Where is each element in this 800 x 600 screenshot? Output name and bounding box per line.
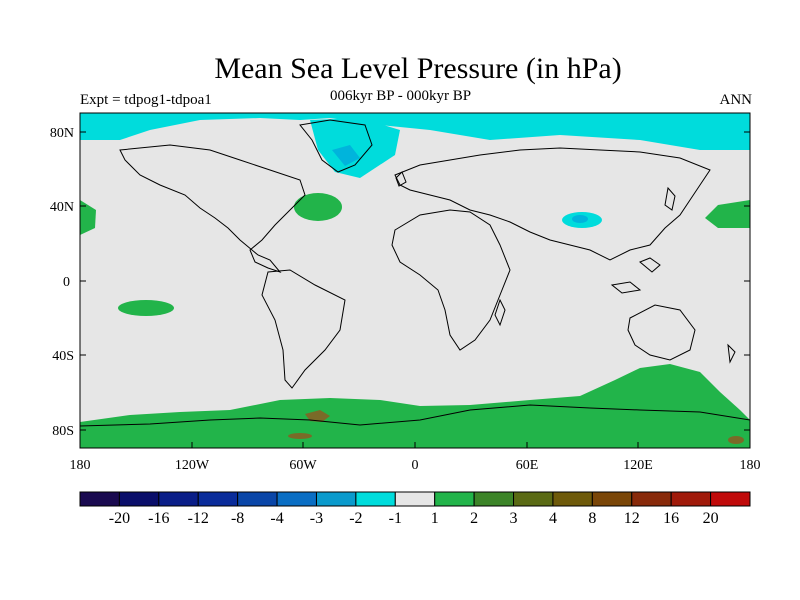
chart-subtitle: 006kyr BP - 000kyr BP xyxy=(330,88,472,104)
colorbar-label: 4 xyxy=(549,510,557,527)
colorbar-swatch xyxy=(197,491,239,507)
colorbar-swatch xyxy=(118,491,160,507)
colorbar-swatch xyxy=(513,491,554,507)
colorbar-swatch xyxy=(670,491,712,507)
colorbar-label: 16 xyxy=(663,510,679,527)
southern-ocean-high-region xyxy=(80,364,750,448)
colorbar-label: -20 xyxy=(109,510,130,527)
chart-title: Mean Sea Level Pressure (in hPa) xyxy=(214,52,622,85)
colorbar-label: -4 xyxy=(270,510,283,527)
season-label: ANN xyxy=(719,92,753,108)
colorbar-label: -8 xyxy=(231,510,244,527)
colorbar-swatch xyxy=(237,491,278,507)
colorbar-label: 20 xyxy=(703,510,719,527)
colorbar-label: -16 xyxy=(148,510,169,527)
south-pacific-high-region xyxy=(118,300,174,316)
colorbar: -20 -16 -12 -8 -4 -3 -2 -1 1 2 3 4 8 12 16 20 xyxy=(79,491,751,527)
x-tick-label-120w: 120W xyxy=(175,458,210,473)
colorbar-label: -2 xyxy=(349,510,362,527)
colorbar-swatch xyxy=(315,491,357,507)
colorbar-swatch xyxy=(473,491,515,507)
x-tick-marks xyxy=(79,442,751,448)
antarctic-high-core xyxy=(305,410,330,422)
map-plot-area xyxy=(80,113,750,448)
north-atlantic-high-region xyxy=(294,193,342,221)
colorbar-swatch xyxy=(394,491,436,507)
x-tick-label-60w: 60W xyxy=(289,458,317,473)
experiment-label: Expt = tdpog1-tdpoa1 xyxy=(80,92,212,108)
y-tick-label-40s: 40S xyxy=(52,349,74,364)
colorbar-swatch xyxy=(552,491,593,507)
antarctic-high-core-small xyxy=(288,433,312,439)
x-tick-label-120e: 120E xyxy=(623,458,653,473)
colorbar-label: 8 xyxy=(588,510,596,527)
arctic-low-pressure-region xyxy=(80,113,750,150)
colorbar-label: 12 xyxy=(624,510,640,527)
y-tick-label-80s: 80S xyxy=(52,424,74,439)
colorbar-label: -1 xyxy=(389,510,402,527)
x-tick-label-0: 0 xyxy=(412,458,419,473)
colorbar-swatch xyxy=(591,491,633,507)
y-tick-label-0: 0 xyxy=(63,275,70,290)
y-tick-label-80n: 80N xyxy=(50,126,74,141)
x-tick-label-180e: 180 xyxy=(740,458,761,473)
west-pacific-high-region-right xyxy=(705,200,750,228)
greenland-low-core xyxy=(332,145,360,166)
y-tick-marks xyxy=(80,131,750,431)
colorbar-swatch xyxy=(158,491,199,507)
colorbar-label: 2 xyxy=(470,510,478,527)
colorbar-swatch xyxy=(710,491,751,507)
greenland-low-pressure-region xyxy=(310,118,400,178)
colorbar-swatch xyxy=(434,491,475,507)
colorbar-label: -3 xyxy=(310,510,323,527)
colorbar-swatch xyxy=(79,491,120,507)
colorbar-label: -12 xyxy=(188,510,209,527)
x-tick-label-60e: 60E xyxy=(516,458,539,473)
colorbar-swatch xyxy=(355,491,396,507)
antarctic-high-core-right xyxy=(728,436,744,444)
colorbar-label: 1 xyxy=(431,510,439,527)
colorbar-label: 3 xyxy=(510,510,518,527)
colorbar-swatch xyxy=(631,491,672,507)
colorbar-swatch xyxy=(276,491,317,507)
tibet-low-core xyxy=(572,215,588,223)
x-tick-label-180w: 180 xyxy=(70,458,91,473)
west-pacific-high-region-left xyxy=(80,200,96,235)
y-tick-label-40n: 40N xyxy=(50,200,74,215)
coastlines xyxy=(80,119,750,427)
